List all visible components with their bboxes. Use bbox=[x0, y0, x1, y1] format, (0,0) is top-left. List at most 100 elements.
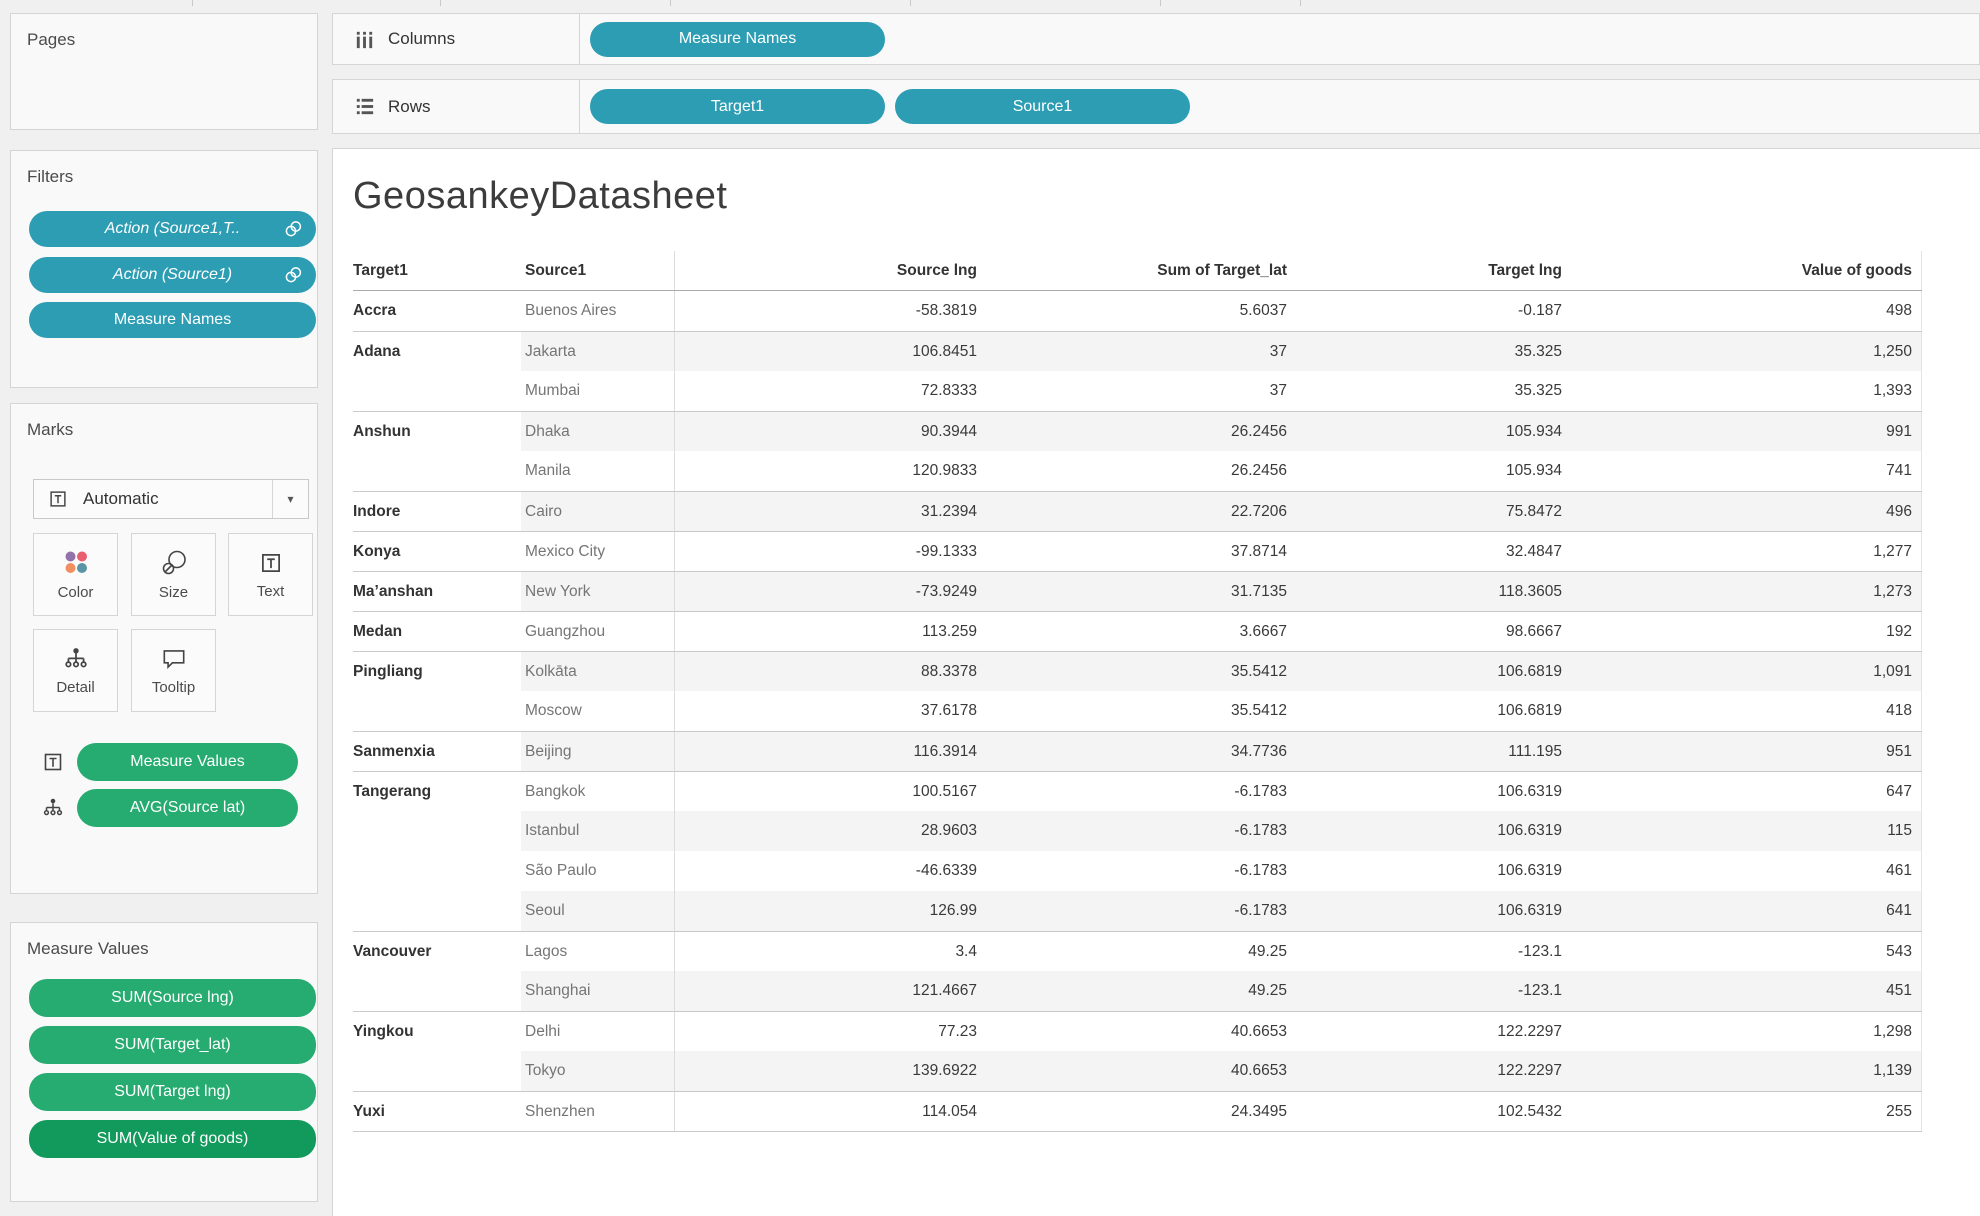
target-lng-cell[interactable]: 106.6319 bbox=[1296, 811, 1571, 851]
target1-cell[interactable]: Konya bbox=[353, 542, 401, 560]
value-of-goods-cell[interactable]: 1,250 bbox=[1571, 332, 1922, 371]
source1-cell[interactable]: Seoul bbox=[521, 891, 675, 931]
source1-cell[interactable]: Beijing bbox=[521, 732, 675, 771]
value-of-goods-cell[interactable]: 1,277 bbox=[1571, 532, 1922, 571]
source-lng-cell[interactable]: 31.2394 bbox=[675, 492, 986, 531]
value-of-goods-cell[interactable]: 1,298 bbox=[1571, 1012, 1922, 1051]
table-row[interactable]: Ma’anshan New York -73.9249 31.7135 118.… bbox=[353, 571, 1922, 611]
measure-pill-sum-value-of-goods[interactable]: SUM(Value of goods) bbox=[29, 1120, 316, 1158]
table-row[interactable]: Moscow 37.6178 35.5412 106.6819 418 bbox=[353, 691, 1922, 731]
target-lat-cell[interactable]: 31.7135 bbox=[986, 572, 1296, 611]
target-lng-cell[interactable]: 122.2297 bbox=[1296, 1051, 1571, 1091]
table-row[interactable]: Sanmenxia Beijing 116.3914 34.7736 111.1… bbox=[353, 731, 1922, 771]
column-header-source-lng[interactable]: Source lng bbox=[896, 261, 977, 279]
target-lng-cell[interactable]: 98.6667 bbox=[1505, 622, 1562, 640]
source1-cell[interactable]: Buenos Aires bbox=[521, 291, 675, 331]
target1-cell[interactable]: Tangerang bbox=[353, 782, 432, 800]
measure-pill-sum-target-lat[interactable]: SUM(Target_lat) bbox=[29, 1026, 316, 1064]
source-lng-cell[interactable]: 88.3378 bbox=[675, 652, 986, 691]
source-lng-cell[interactable]: 139.6922 bbox=[675, 1051, 986, 1091]
target-lng-cell[interactable]: 122.2297 bbox=[1497, 1022, 1562, 1040]
source1-cell[interactable]: Manila bbox=[521, 451, 675, 491]
value-of-goods-cell[interactable]: 461 bbox=[1571, 851, 1922, 891]
source1-cell[interactable]: Mumbai bbox=[521, 371, 675, 411]
target-lng-cell[interactable]: 106.6819 bbox=[1296, 652, 1571, 691]
column-header-target-lat[interactable]: Sum of Target_lat bbox=[1157, 261, 1287, 279]
target1-cell[interactable] bbox=[353, 451, 521, 491]
source1-cell[interactable]: Moscow bbox=[521, 691, 675, 731]
rows-pill-target1[interactable]: Target1 bbox=[590, 89, 885, 124]
target-lat-cell[interactable]: 26.2456 bbox=[986, 412, 1296, 451]
table-row[interactable]: Konya Mexico City -99.1333 37.8714 32.48… bbox=[353, 531, 1922, 571]
table-row[interactable]: São Paulo -46.6339 -6.1783 106.6319 461 bbox=[353, 851, 1922, 891]
source-lng-cell[interactable]: 37.6178 bbox=[920, 702, 977, 719]
target-lat-cell[interactable]: 49.25 bbox=[1248, 942, 1287, 960]
table-row[interactable]: Tangerang Bangkok 100.5167 -6.1783 106.6… bbox=[353, 771, 1922, 811]
target1-cell[interactable] bbox=[353, 811, 521, 851]
value-of-goods-cell[interactable]: 741 bbox=[1571, 451, 1922, 491]
filter-pill-measure-names[interactable]: Measure Names bbox=[29, 302, 316, 338]
value-of-goods-cell[interactable]: 498 bbox=[1571, 291, 1922, 331]
source1-cell[interactable]: Lagos bbox=[521, 932, 675, 971]
columns-shelf[interactable]: Columns Measure Names bbox=[332, 13, 1980, 65]
table-row[interactable]: Anshun Dhaka 90.3944 26.2456 105.934 991 bbox=[353, 411, 1922, 451]
tooltip-button[interactable]: Tooltip bbox=[131, 629, 216, 712]
table-row[interactable]: Manila 120.9833 26.2456 105.934 741 bbox=[353, 451, 1922, 491]
target1-cell[interactable] bbox=[353, 371, 521, 411]
target-lat-cell[interactable]: -6.1783 bbox=[986, 811, 1296, 851]
value-of-goods-cell[interactable]: 647 bbox=[1571, 772, 1922, 811]
source-lng-cell[interactable]: 28.9603 bbox=[675, 811, 986, 851]
mark-type-dropdown[interactable]: Automatic ▾ bbox=[33, 479, 309, 519]
source-lng-cell[interactable]: 120.9833 bbox=[912, 462, 977, 479]
table-row[interactable]: Yingkou Delhi 77.23 40.6653 122.2297 1,2… bbox=[353, 1011, 1922, 1051]
target-lng-cell[interactable]: 35.325 bbox=[1514, 382, 1562, 399]
source1-cell[interactable]: Kolkāta bbox=[521, 652, 675, 691]
source-lng-cell[interactable]: -73.9249 bbox=[675, 572, 986, 611]
target-lat-cell[interactable]: -6.1783 bbox=[1234, 862, 1287, 879]
target1-cell[interactable]: Ma’anshan bbox=[353, 582, 434, 600]
target-lat-cell[interactable]: 26.2456 bbox=[1230, 462, 1287, 479]
table-row[interactable]: Shanghai 121.4667 49.25 -123.1 451 bbox=[353, 971, 1922, 1011]
encoding-pill-measure-values[interactable]: Measure Values bbox=[77, 743, 298, 781]
table-row[interactable]: Adana Jakarta 106.8451 37 35.325 1,250 bbox=[353, 331, 1922, 371]
size-button[interactable]: Size bbox=[131, 533, 216, 616]
target1-cell[interactable]: Vancouver bbox=[353, 942, 432, 960]
target-lng-cell[interactable]: 118.3605 bbox=[1296, 572, 1571, 611]
source-lng-cell[interactable]: 126.99 bbox=[675, 891, 986, 931]
value-of-goods-cell[interactable]: 192 bbox=[1571, 612, 1922, 651]
source-lng-cell[interactable]: 72.8333 bbox=[920, 382, 977, 399]
target-lng-cell[interactable]: 35.325 bbox=[1296, 332, 1571, 371]
target1-cell[interactable] bbox=[353, 971, 521, 1011]
value-of-goods-cell[interactable]: 1,139 bbox=[1571, 1051, 1922, 1091]
source-lng-cell[interactable]: 121.4667 bbox=[675, 971, 986, 1011]
source1-cell[interactable]: Istanbul bbox=[521, 811, 675, 851]
source-lng-cell[interactable]: 114.054 bbox=[922, 1102, 977, 1120]
target-lat-cell[interactable]: 37 bbox=[1269, 382, 1287, 399]
pages-shelf[interactable]: Pages bbox=[10, 13, 318, 130]
table-row[interactable]: Yuxi Shenzhen 114.054 24.3495 102.5432 2… bbox=[353, 1091, 1922, 1131]
target-lat-cell[interactable]: 49.25 bbox=[986, 971, 1296, 1011]
target1-cell[interactable]: Yuxi bbox=[353, 1102, 385, 1120]
target-lng-cell[interactable]: 111.195 bbox=[1296, 732, 1571, 771]
measure-pill-sum-source-lng[interactable]: SUM(Source lng) bbox=[29, 979, 316, 1017]
filters-shelf[interactable]: Filters Action (Source1,T.. Action (Sour… bbox=[10, 150, 318, 388]
target-lat-cell[interactable]: 40.6653 bbox=[986, 1051, 1296, 1091]
table-row[interactable]: Istanbul 28.9603 -6.1783 106.6319 115 bbox=[353, 811, 1922, 851]
source-lng-cell[interactable]: 90.3944 bbox=[675, 412, 986, 451]
target-lat-cell[interactable]: 35.5412 bbox=[1230, 702, 1287, 719]
target1-cell[interactable]: Indore bbox=[353, 502, 401, 520]
column-header-value-of-goods[interactable]: Value of goods bbox=[1571, 251, 1922, 290]
value-of-goods-cell[interactable]: 951 bbox=[1571, 732, 1922, 771]
source1-cell[interactable]: Jakarta bbox=[521, 332, 675, 371]
source1-cell[interactable]: Shenzhen bbox=[521, 1092, 675, 1131]
target-lat-cell[interactable]: 34.7736 bbox=[986, 732, 1296, 771]
columns-pill-measure-names[interactable]: Measure Names bbox=[590, 21, 885, 57]
filter-pill-action-source1-target[interactable]: Action (Source1,T.. bbox=[29, 211, 316, 247]
source-lng-cell[interactable]: 106.8451 bbox=[675, 332, 986, 371]
text-button[interactable]: Text bbox=[228, 533, 313, 616]
value-of-goods-cell[interactable]: 255 bbox=[1571, 1092, 1922, 1131]
column-header-source1[interactable]: Source1 bbox=[521, 251, 675, 290]
value-of-goods-cell[interactable]: 543 bbox=[1571, 932, 1922, 971]
value-of-goods-cell[interactable]: 451 bbox=[1571, 971, 1922, 1011]
table-row[interactable]: Mumbai 72.8333 37 35.325 1,393 bbox=[353, 371, 1922, 411]
